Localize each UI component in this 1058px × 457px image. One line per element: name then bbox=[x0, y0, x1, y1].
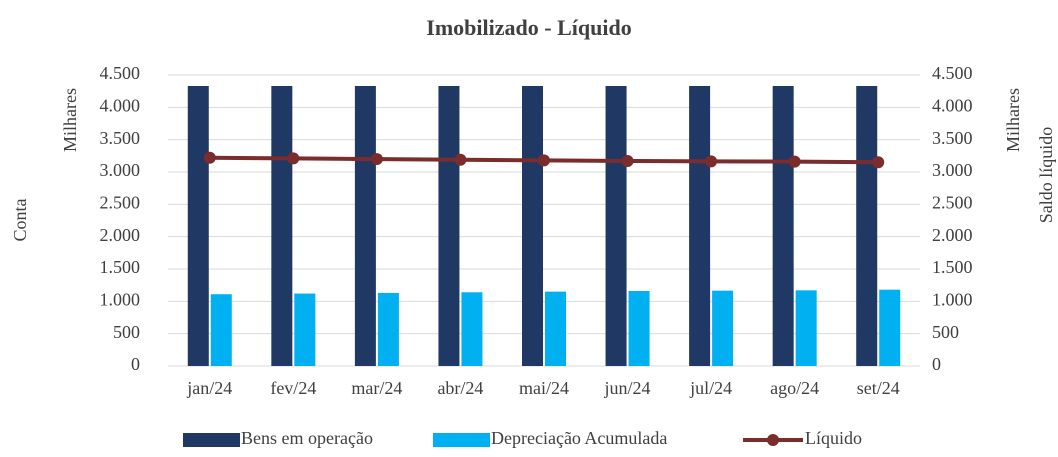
bar bbox=[187, 85, 209, 366]
y2-tick-label: 0 bbox=[932, 354, 941, 374]
y2-tick-label: 3.500 bbox=[932, 128, 973, 148]
bar bbox=[354, 85, 376, 366]
y-tick-label: 500 bbox=[113, 322, 140, 342]
bar bbox=[294, 293, 316, 366]
legend-label: Depreciação Acumulada bbox=[491, 428, 667, 448]
y-tick-label: 3.500 bbox=[100, 128, 141, 148]
y2-tick-label: 500 bbox=[932, 322, 959, 342]
bar bbox=[461, 292, 483, 366]
bar bbox=[438, 85, 460, 366]
bar bbox=[795, 290, 817, 366]
x-tick-label: mai/24 bbox=[519, 378, 569, 398]
bar bbox=[545, 291, 566, 366]
bar bbox=[628, 290, 650, 366]
line-marker bbox=[287, 152, 300, 165]
legend-label: Líquido bbox=[805, 428, 862, 448]
y-tick-label: 4.000 bbox=[100, 95, 141, 115]
y-tick-label: 2.000 bbox=[100, 225, 141, 245]
line-marker bbox=[454, 153, 467, 166]
y2-tick-label: 1.500 bbox=[932, 257, 973, 277]
bar bbox=[772, 85, 794, 366]
x-tick-label: set/24 bbox=[857, 378, 900, 398]
x-tick-label: mar/24 bbox=[351, 378, 402, 398]
x-tick-label: abr/24 bbox=[437, 378, 483, 398]
line-marker bbox=[705, 155, 718, 168]
bar bbox=[522, 85, 543, 366]
legend-swatch bbox=[183, 433, 240, 447]
line-marker bbox=[538, 154, 550, 167]
x-tick-label: jun/24 bbox=[604, 378, 651, 398]
y2-tick-label: 2.000 bbox=[932, 225, 973, 245]
bar bbox=[879, 289, 901, 366]
bar bbox=[605, 85, 627, 366]
y2-axis-units: Milhares bbox=[1003, 88, 1023, 152]
y-axis-label: Conta bbox=[10, 198, 30, 241]
legend-swatch bbox=[433, 433, 490, 447]
line-marker bbox=[203, 151, 216, 164]
y-tick-label: 1.500 bbox=[100, 257, 141, 277]
x-tick-label: jul/24 bbox=[689, 378, 732, 398]
bar bbox=[210, 294, 232, 366]
bar bbox=[856, 85, 878, 366]
y2-tick-label: 4.500 bbox=[932, 63, 973, 83]
bar bbox=[377, 292, 399, 366]
line-marker bbox=[872, 156, 885, 169]
y-tick-label: 4.500 bbox=[100, 63, 141, 83]
y-axis-units: Milhares bbox=[60, 88, 80, 152]
line-marker bbox=[370, 153, 383, 166]
legend-marker bbox=[767, 434, 779, 446]
bar bbox=[689, 85, 711, 366]
bar bbox=[712, 290, 734, 366]
y2-tick-label: 4.000 bbox=[932, 95, 973, 115]
legend-label: Bens em operação bbox=[241, 428, 373, 448]
y-tick-label: 1.000 bbox=[100, 289, 141, 309]
line-marker bbox=[621, 155, 634, 168]
x-tick-label: ago/24 bbox=[770, 378, 819, 398]
y2-tick-label: 2.500 bbox=[932, 192, 973, 212]
x-tick-label: jan/24 bbox=[186, 378, 232, 398]
line-marker bbox=[788, 155, 801, 168]
y-tick-label: 0 bbox=[131, 354, 140, 374]
chart-title: Imobilizado - Líquido bbox=[426, 15, 631, 40]
y2-axis-label: Saldo líquido bbox=[1036, 127, 1056, 224]
bar bbox=[271, 85, 293, 366]
y2-tick-label: 3.000 bbox=[932, 160, 973, 180]
y2-tick-label: 1.000 bbox=[932, 289, 973, 309]
y-tick-label: 2.500 bbox=[100, 192, 141, 212]
x-tick-label: fev/24 bbox=[270, 378, 316, 398]
y-tick-label: 3.000 bbox=[100, 160, 141, 180]
